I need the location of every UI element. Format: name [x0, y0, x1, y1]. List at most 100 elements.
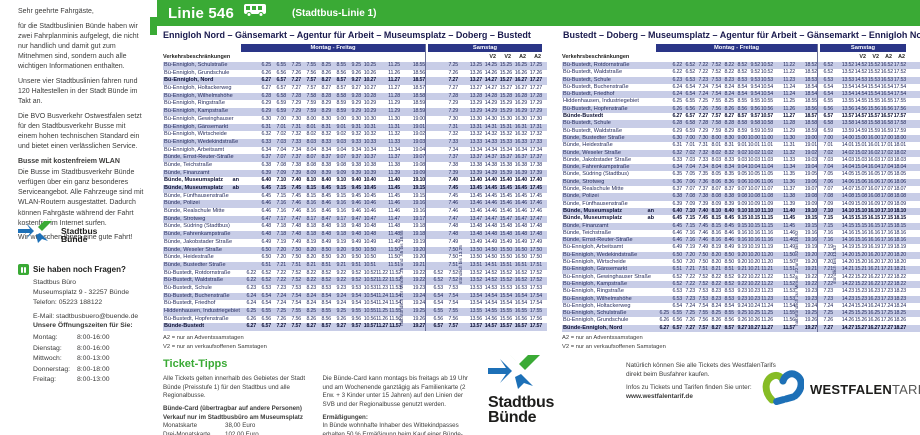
- station-name: Bü-Ennigloh, Holtackerweg: [164, 85, 232, 92]
- station-name: Bü-Bustedt, Schule: [563, 120, 611, 127]
- timetable-row: Bünde, Weseler Straße 6.50 7.20 7.50 8.20 8.5…: [163, 246, 547, 255]
- station-name: Bünde, Teichstraße: [164, 161, 213, 168]
- stadtbus-logo-small: Stadtbus Bünde: [18, 219, 97, 248]
- timetable-row: Bünde, Ernst-Reuter-Straße 6.46 7.16 7.46 8.…: [562, 237, 920, 245]
- closing-line: Wir wünschen Ihnen eine gute Fahrt!: [18, 234, 133, 242]
- timetable-outbound: Montag - Freitag Samstag Verkehrsbeschränk…: [163, 44, 547, 332]
- wlan-heading: Busse mit kostenfreiem WLAN: [18, 157, 120, 165]
- sa-flag: V2: [859, 54, 866, 60]
- intro-paragraph: Sehr geehrte Fahrgäste,: [18, 8, 94, 15]
- westfalentarif-heart-icon: [762, 370, 804, 406]
- station-name: Bünde, Fahrenkampstraße: [164, 231, 231, 238]
- line-subtitle: (Stadtbus-Linie 1): [292, 7, 377, 19]
- station-name: Bünde, Strotweg: [164, 215, 206, 222]
- stadtbus-logo-text: Stadtbus Bünde: [61, 226, 98, 245]
- station-name: Bünde, Weseler Straße: [563, 149, 622, 156]
- westfalentarif-url[interactable]: www.westfalentarif.de: [626, 392, 693, 400]
- station-name: Bü-Bustedt, Hopfenstraße: [563, 105, 628, 112]
- timetable-row: Bünde-Bustedt 6.27 6.57 7.27 7.57 8.27 8.57 9.2…: [163, 323, 547, 332]
- sa-frequency-note: stündlich bis 13.52: [832, 245, 837, 284]
- station-name: Bü-Bustedt, Rotdornstraße: [563, 62, 630, 68]
- station-name: Hiddenhausen, Industriegebiet: [164, 308, 240, 314]
- timetable-row: Bü-Ennigloh, Wirtscheide 6.32 7.02 7.32 8.02…: [164, 131, 542, 138]
- timetable-row: Bünde, Heidestraße 6.50 7.20 7.50 8.20 8.50 9.…: [164, 254, 542, 261]
- timetable-row: Bü-Ennigloh, Holtackerweg 6.27 6.57 7.27 7.5…: [164, 85, 542, 92]
- stadtbus-logo-icon: [488, 355, 540, 389]
- sa-flag: V2: [872, 54, 879, 60]
- timetable-row: Bü-Bustedt, Hopfenstraße 6.26 6.56 7.26 7.56…: [164, 315, 542, 322]
- contact-line: Telefon: 05223 188122: [33, 299, 103, 307]
- timetable-row: Bü-Bustedt, Rotdornstraße 6.22 6.52 7.22 7.5…: [562, 62, 920, 70]
- station-name: Bünde-Bustedt: [164, 323, 205, 330]
- timetable-row: Bü-Ennigloh, Holtackerweg 6.54 7.24 7.54 8.2…: [563, 302, 906, 309]
- timetable-row: Bünde, Teichstraße 6.38 7.08 7.38 8.08 8.38 9.…: [164, 161, 542, 168]
- station-name: Bü-Ennigloh, Nord: [164, 77, 214, 84]
- price-row: Drei-Monatskarte 102,00 Euro: [163, 431, 259, 435]
- ticket-col-2: Die Bünde-Card kann montags bis freitags…: [322, 375, 469, 435]
- timetable-row: Bünde, Museumsplatz ab 6.45 7.15 7.45 8.15 8.4…: [563, 215, 906, 222]
- intro-text: Sehr geehrte Fahrgäste, für die Stadtbusl…: [18, 7, 146, 248]
- timetable-row: Bü-Ennigloh, Kampstraße 6.52 7.22 7.52 8.22 8…: [562, 280, 920, 289]
- station-name: Bü-Bustedt, Waldstraße: [164, 277, 224, 284]
- station-name: Bü-Ennigloh, Ringstraße: [164, 100, 225, 107]
- mf-frequency-note: halbstündlich zur Minute .22 und .52 bis…: [794, 230, 799, 326]
- station-name: Bünde, Polizei: [164, 200, 200, 207]
- price-row: Monatskarte 38,00 Euro: [163, 422, 256, 430]
- timetable-row: Bü-Ennigloh, Wilhelmshöhe 6.53 7.23 7.53 8.2…: [562, 295, 920, 303]
- timetable-row: Bü-Ennigloh, Wirtscheide 6.50 7.20 7.50 8.20…: [563, 259, 906, 266]
- timetable-row: Bünde, Ernst-Reuter-Straße 6.37 7.07 7.37 8.…: [163, 154, 547, 162]
- station-name: Bünde, Museumsplatz ab: [164, 185, 239, 191]
- timetable-row: Bünde, Bustedter Straße 6.51 7.21 7.51 8.21 8…: [163, 261, 547, 270]
- station-name: Bü-Ennigloh, Gewinghauser Straße: [563, 273, 651, 280]
- station-name: Bünde, Finanzamt: [164, 169, 210, 176]
- hours-row: Donnerstag: 8:00-18:00: [33, 365, 110, 373]
- westfalentarif-info: Natürlich können Sie alle Tickets des We…: [626, 362, 778, 406]
- hours-heading: Unsere Öffnungszeiten für Sie:: [33, 322, 133, 329]
- timetable-row: Bünde, Museumsplatz an 6.40 7.10 7.40 8.10 8.4…: [562, 207, 920, 216]
- station-name: Bü-Ennigloh, Schulstraße: [563, 310, 627, 317]
- station-name: Bünde, Strotweg: [563, 178, 605, 185]
- timetable-row: Bünde, Finanzamt 6.45 7.15 7.45 8.15 8.45 9.15…: [562, 222, 920, 230]
- ticket-tipps-heading: Ticket-Tipps: [163, 358, 228, 370]
- timetable-row: Bü-Ennigloh, Gänsemarkt 6.31 7.01 7.31 8.01 8…: [163, 123, 547, 132]
- restrictions-label: Verkehrsbeschränkungen: [163, 54, 231, 60]
- mf-frequency-note: halbstündlich zur Minute .25 und .55 bis…: [399, 230, 404, 326]
- contact-line: Stadtbus Büro: [33, 279, 77, 286]
- timetable-row: Bü-Bustedt, Schule 6.23 6.53 7.23 7.53 8.23 8.…: [562, 76, 920, 84]
- timetable-row: Bünde, Bustedter Straße 6.30 7.00 7.30 8.00 8…: [562, 134, 920, 143]
- station-name: Bünde, Realschule Mitte: [563, 186, 624, 193]
- timetable-row: Bü-Ennigloh, Gänsemarkt 6.51 7.21 7.51 8.21 8…: [562, 266, 920, 274]
- station-name: Bü-Ennigloh, Wirtscheide: [164, 131, 227, 138]
- station-name: Bü-Bustedt, Friedhof: [164, 300, 216, 307]
- timetable-row: Bü-Ennigloh, Ringstraße 6.29 6.59 7.29 7.59 8…: [164, 100, 542, 107]
- station-name: Bünde, Weseler Straße: [164, 246, 223, 253]
- station-name: Bü-Bustedt, Rotdornstraße: [164, 269, 231, 276]
- contact-email[interactable]: E-Mail: stadtbusbuero@buende.de: [33, 312, 139, 320]
- timetable-row: Bünde, Museumsplatz ab 6.45 7.15 7.45 8.15 8.4…: [163, 185, 547, 193]
- mf-header: Montag - Freitag: [241, 44, 425, 52]
- station-name: Bü-Ennigloh, Wirtscheide: [563, 259, 626, 266]
- station-name: Bü-Ennigloh, Wedekindstraße: [164, 138, 239, 145]
- station-name: Bünde, Fahrenkampstraße: [563, 164, 630, 171]
- station-name: Bü-Bustedt, Waldstraße: [563, 127, 623, 134]
- sa-flag: A2: [898, 54, 905, 60]
- timetable-row: Bünde, Jakobstader Straße 6.49 7.19 7.49 8.1…: [164, 238, 542, 245]
- timetable-row: Bünde, Finanzamt 6.39 7.09 7.39 8.09 8.39 9.09…: [163, 169, 547, 178]
- westfalentarif-wordmark: WESTFALENTARIF: [810, 381, 920, 397]
- timetable-row: Bünde, Realschule Mitte 6.46 7.16 7.46 8.16 8…: [164, 208, 542, 215]
- timetable-row: Bü-Bustedt, Buchenstraße 6.24 6.54 7.24 7.54…: [563, 83, 906, 90]
- station-name: Bünde-Ennigloh, Nord: [563, 324, 623, 331]
- sa-header: Samstag: [820, 44, 906, 52]
- station-name: Bü-Ennigloh, Grundschule: [563, 317, 629, 324]
- timetable-row: Bünde, Polizei 6.46 7.16 7.46 8.16 8.46 9.16 9.…: [163, 200, 547, 209]
- timetable-row: Bünde, Fahrenkampstraße 6.48 7.18 7.48 8.18 8…: [163, 231, 547, 239]
- timetable-row: Bünde-Ennigloh, Nord 6.27 6.57 7.27 7.57 8.27…: [562, 324, 920, 332]
- timetable-row: Bü-Ennigloh, Arbeitsamt 6.34 7.04 7.34 8.04 8…: [164, 146, 542, 153]
- hours-row: Freitag: 8:00-13:00: [33, 376, 110, 384]
- section-divider: [425, 44, 426, 331]
- page-fold-mark: [150, 17, 157, 35]
- station-name: Bünde-Bustedt: [563, 113, 604, 120]
- timetable-row: Bünde, Südring (Stadtbus) 6.48 7.18 7.48 8.1…: [164, 223, 542, 230]
- timetable-row: Bü-Bustedt, Rotdornstraße 6.22 6.52 7.22 7.5…: [164, 269, 542, 276]
